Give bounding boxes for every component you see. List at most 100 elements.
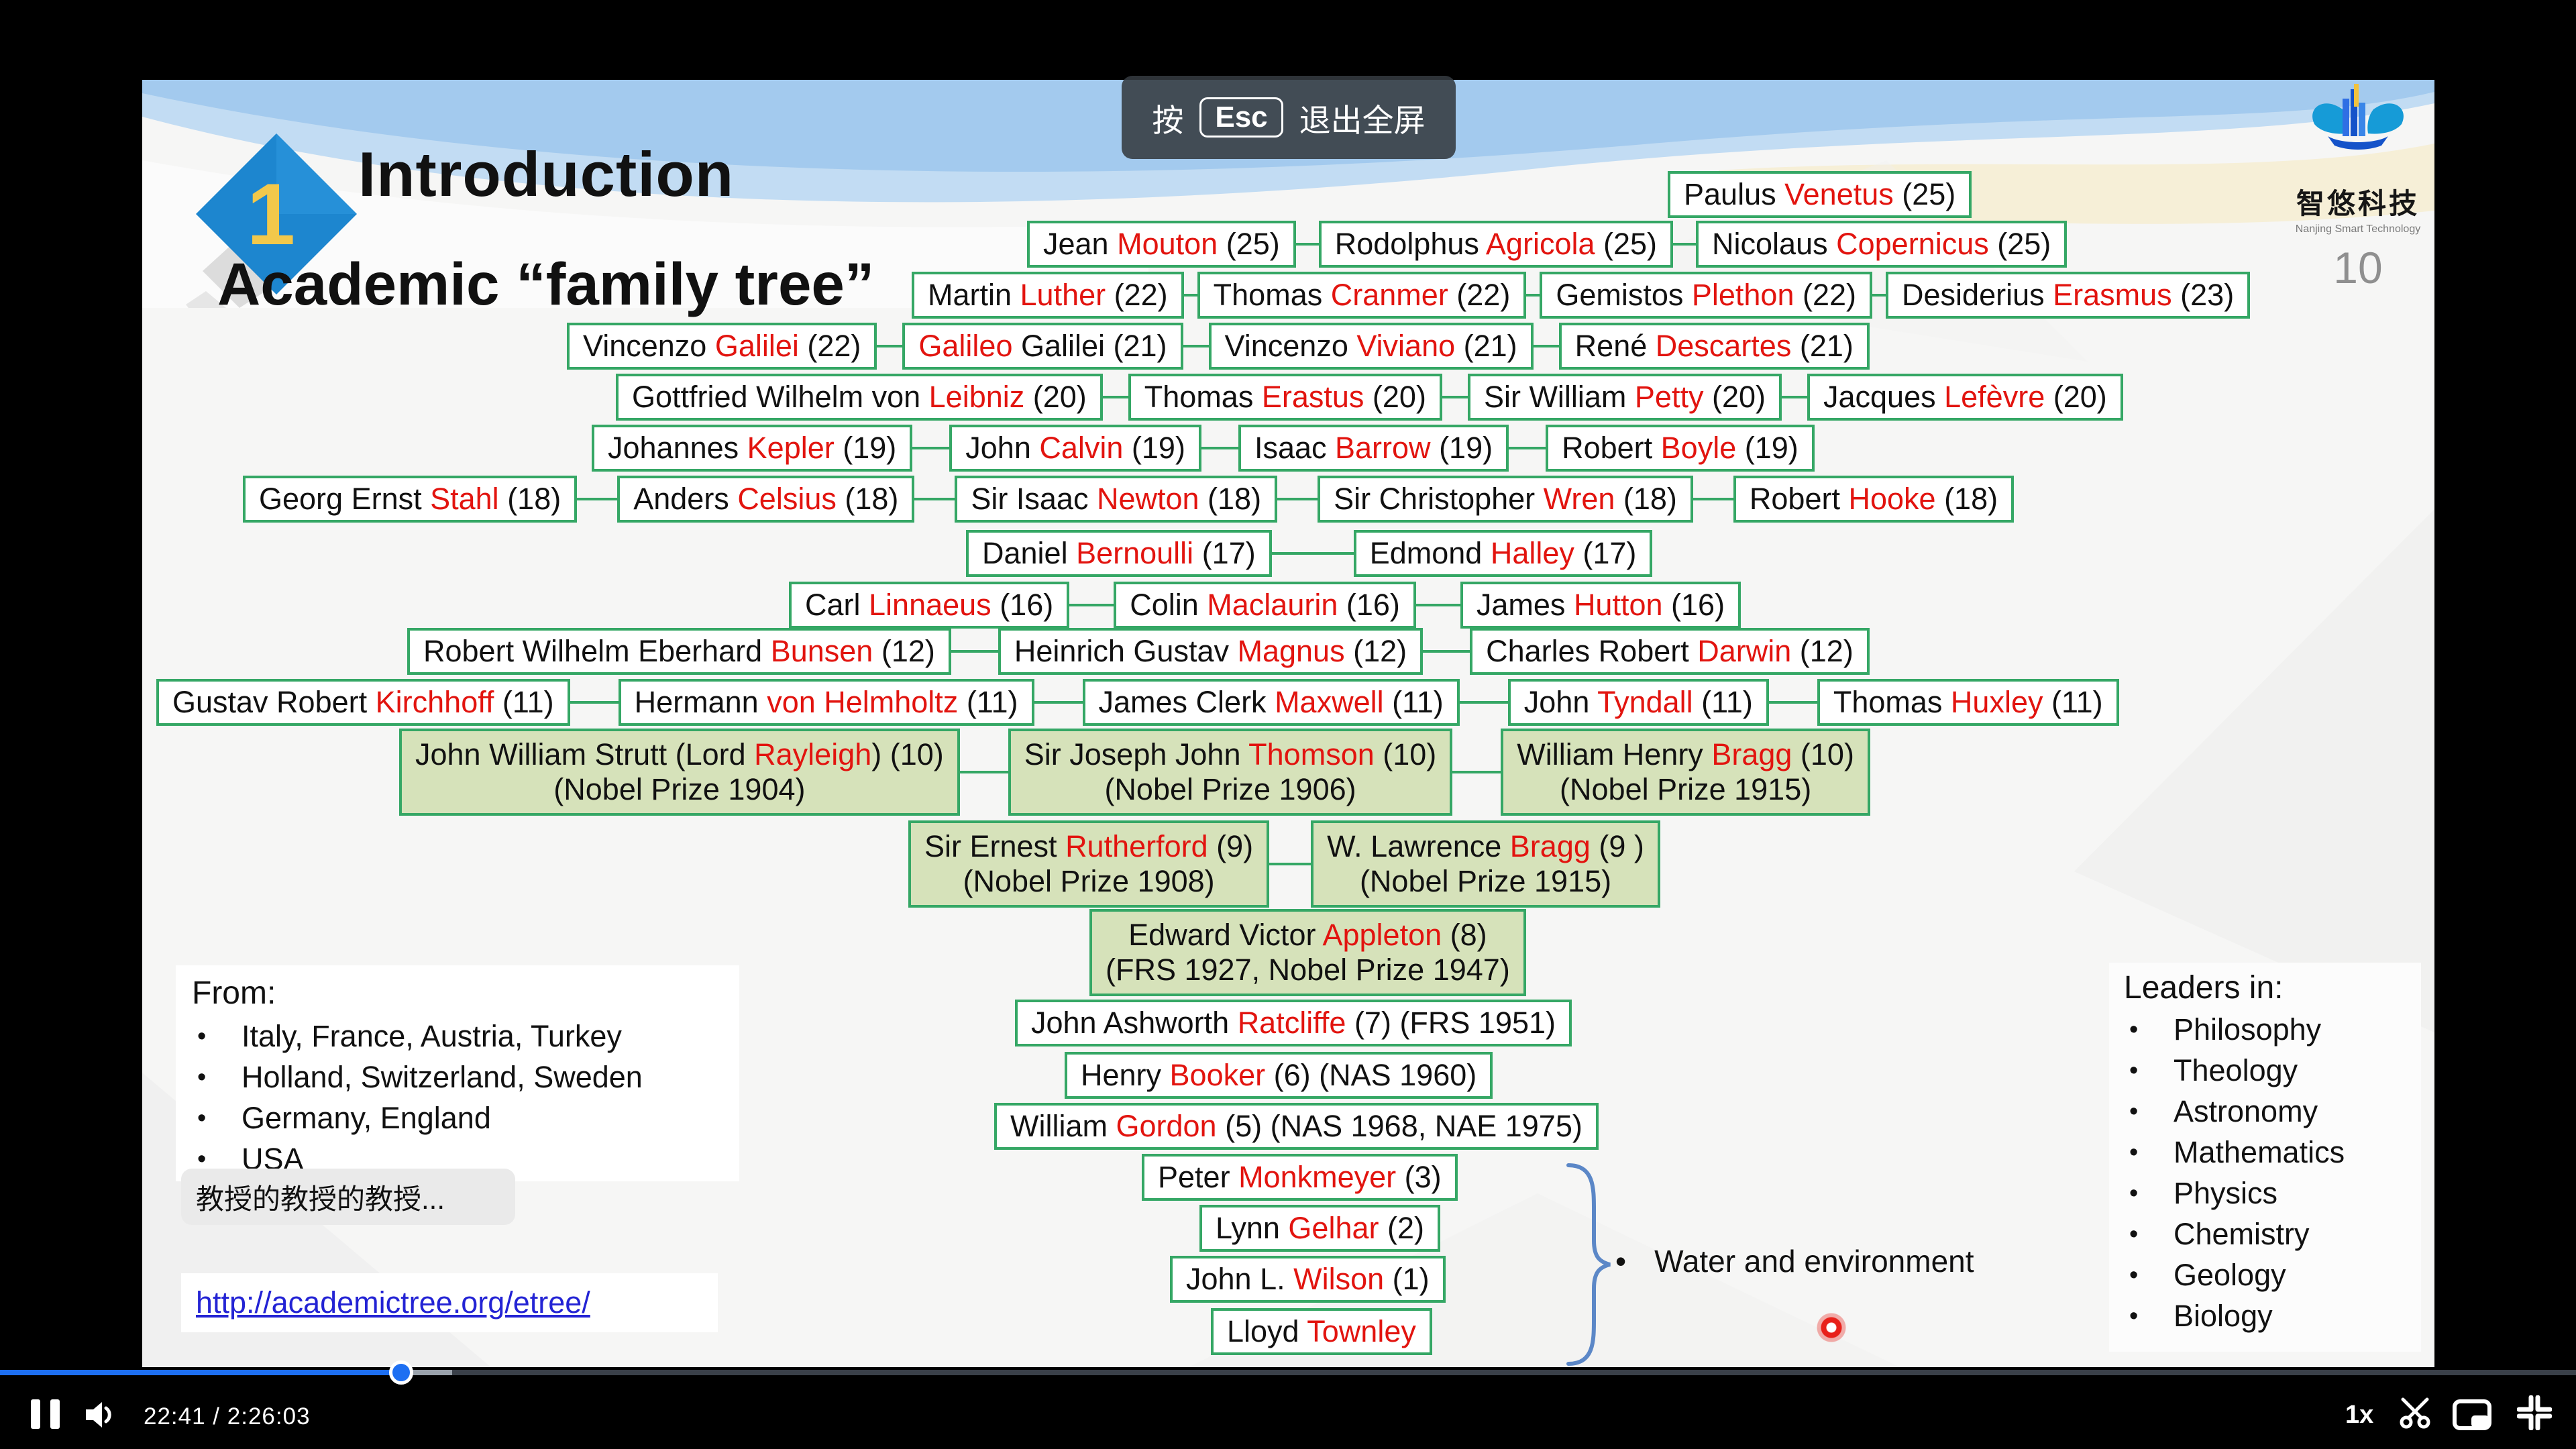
generation-number: (11) [1383,685,1444,719]
name-text: Heinrich Gustav [1014,634,1238,668]
bullet-icon: • [2129,1179,2139,1208]
name-text: Rodolphus [1334,227,1486,261]
exit-fullscreen-button[interactable] [2516,1395,2553,1434]
picture-in-picture-button[interactable] [2453,1399,2491,1434]
tree-node: William Gordon (5) (NAS 1968, NAE 1975) [994,1103,1599,1150]
surname-highlight: Gordon [1116,1109,1217,1143]
bullet-icon: • [197,1063,207,1091]
tree-node: Heinrich Gustav Magnus (12) [951,628,1424,675]
tree-row: Gottfried Wilhelm von Leibniz (20) Thoma… [616,374,2123,421]
name-text: William Henry [1517,737,1712,771]
surname-highlight: Erasmus [2053,278,2172,312]
surname-highlight: Huxley [1950,685,2043,719]
tree-node: Vincenzo Viviano (21) [1183,323,1534,370]
name-text: Martin [928,278,1020,312]
generation-number: (22) [798,329,861,363]
tree-node: Hermann von Helmholtz (11) [570,679,1034,726]
name-text: Vincenzo [583,329,715,363]
generation-number: (19) [1736,431,1799,465]
pip-icon [2453,1399,2491,1430]
brand-logo: 智悠科技 Nanjing Smart Technology 10 [2284,84,2432,293]
generation-number: (11) [1693,685,1753,719]
surname-highlight: Viviano [1356,329,1456,363]
name-text: James Clerk [1098,685,1275,719]
tree-row: Robert Wilhelm Eberhard Bunsen (12) Hein… [407,628,1870,675]
playback-speed-button[interactable]: 1x [2345,1401,2374,1429]
tree-node-nobel: Edward Victor Appleton (8) (FRS 1927, Nob… [1089,909,1526,996]
clip-button[interactable] [2399,1395,2434,1434]
generation-number: (20) [1703,380,1766,414]
tree-row: Martin Luther (22) Thomas Cranmer (22) G… [912,272,2251,319]
leaders-heading: Leaders in: [2124,970,2284,1006]
academictree-link[interactable]: http://academictree.org/etree/ [196,1285,590,1320]
name-text: Robert [1749,482,1849,516]
generation-number: (7) (FRS 1951) [1346,1006,1556,1040]
generation-number: (21) [1455,329,1517,363]
tree-row: Peter Monkmeyer (3) [1142,1154,1458,1201]
list-item: • Biology [2124,1299,2406,1334]
generation-number: (18) [1199,482,1262,516]
generation-number: (12) [873,634,935,668]
surname-highlight: Mouton [1117,227,1218,261]
link-panel: http://academictree.org/etree/ [181,1273,718,1332]
surname-highlight: Wilson [1293,1262,1385,1296]
name-text: Paulus [1684,177,1785,211]
surname-highlight: Barrow [1335,431,1431,465]
tree-node: John Calvin (19) [912,425,1201,472]
name-text: Hermann [634,685,767,719]
list-item: • Chemistry [2124,1217,2406,1252]
generation-number: (22) [1448,278,1511,312]
name-text: Sir Isaac [971,482,1097,516]
generation-number: (9) [1208,829,1254,863]
name-text: Jacques [1823,380,1945,414]
exit-fullscreen-icon [2516,1395,2553,1431]
list-item: • Philosophy [2124,1012,2406,1047]
surname-highlight: Bunsen [770,634,873,668]
progress-handle[interactable] [389,1360,413,1385]
name-text: James [1476,588,1574,622]
pause-icon [31,1399,40,1429]
generation-number: (20) [2045,380,2107,414]
esc-key-badge: Esc [1199,97,1283,138]
surname-highlight: Ratcliffe [1237,1006,1346,1040]
tree-node: Martin Luther (22) [912,272,1184,319]
generation-number: (25) [1595,227,1658,261]
generation-number: (11) [494,685,554,719]
tree-node: Thomas Huxley (11) [1768,679,2119,726]
surname-highlight: Monkmeyer [1238,1160,1397,1194]
name-text: Georg Ernst [259,482,431,516]
name-text: Thomas [1213,278,1331,312]
tree-node: John L. Wilson (1) [1170,1256,1446,1303]
name-text: Sir Joseph John [1024,737,1249,771]
tree-row: Johannes Kepler (19) John Calvin (19) Is… [592,425,1815,472]
surname-highlight: Descartes [1655,329,1792,363]
surname-highlight: Kepler [747,431,835,465]
award-text: (Nobel Prize 1904) [553,772,806,806]
name-text: John L. [1186,1262,1294,1296]
surname-highlight: Gelhar [1288,1211,1379,1245]
video-progress-bar[interactable] [0,1370,2576,1375]
tree-node: John Ashworth Ratcliffe (7) (FRS 1951) [1015,1000,1572,1046]
name-text: Gottfried Wilhelm von [632,380,929,414]
volume-icon [86,1402,111,1428]
tree-node: Peter Monkmeyer (3) [1142,1154,1458,1201]
name-text: Gustav Robert [172,685,376,719]
tree-row: Edward Victor Appleton (8) (FRS 1927, Nob… [1089,909,1526,996]
tree-node: Edmond Halley (17) [1271,530,1653,577]
name-text: Lloyd [1227,1314,1307,1348]
generation-number: (23) [2171,278,2235,312]
generation-number: (10) [1792,737,1854,771]
name-text: Colin [1130,588,1208,622]
tree-node: Thomas Cranmer (22) [1183,272,1527,319]
pause-button[interactable] [31,1399,60,1429]
name-text: Thomas [1144,380,1262,414]
surname-highlight: Luther [1020,278,1106,312]
generation-number: (19) [1123,431,1185,465]
water-annotation: • Water and environment [1615,1244,1974,1279]
list-item: • Holland, Switzerland, Sweden [192,1061,723,1093]
tree-node: Vincenzo Galilei (22) [567,323,877,370]
name-text: John [965,431,1040,465]
name-text: Carl [805,588,869,622]
name-text: Peter [1158,1160,1239,1194]
volume-button[interactable] [82,1397,118,1436]
